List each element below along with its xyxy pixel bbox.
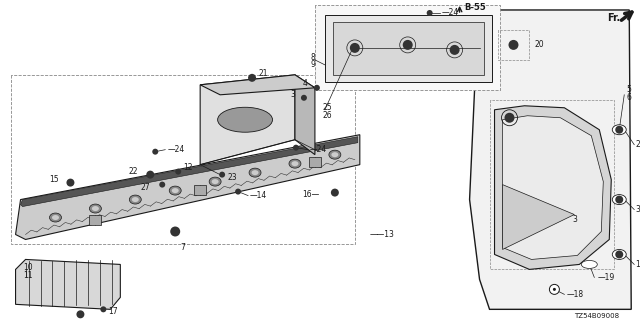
Circle shape	[549, 284, 559, 294]
Circle shape	[427, 10, 433, 16]
Polygon shape	[15, 135, 360, 239]
Circle shape	[509, 40, 518, 50]
Circle shape	[235, 188, 241, 195]
Text: 15: 15	[49, 175, 58, 184]
Text: 3: 3	[636, 205, 640, 214]
Ellipse shape	[329, 150, 341, 159]
Circle shape	[76, 310, 84, 318]
Circle shape	[331, 188, 339, 196]
Circle shape	[159, 182, 165, 188]
Text: —24: —24	[167, 145, 184, 154]
Circle shape	[450, 45, 460, 55]
Text: 9: 9	[310, 60, 315, 69]
Polygon shape	[333, 22, 484, 75]
Text: 21: 21	[258, 69, 268, 78]
Text: TZ54B09008: TZ54B09008	[574, 313, 620, 319]
Circle shape	[301, 95, 307, 101]
Circle shape	[152, 149, 158, 155]
Circle shape	[175, 169, 181, 175]
Circle shape	[100, 306, 106, 312]
Polygon shape	[15, 260, 120, 309]
Ellipse shape	[129, 195, 141, 204]
Text: 2: 2	[636, 140, 640, 149]
Text: 10: 10	[24, 263, 33, 272]
Text: 4: 4	[303, 79, 308, 88]
Text: 5: 5	[627, 85, 631, 94]
Circle shape	[293, 145, 299, 151]
Circle shape	[219, 172, 225, 178]
Circle shape	[170, 227, 180, 236]
Ellipse shape	[90, 204, 101, 213]
Ellipse shape	[132, 197, 139, 202]
Ellipse shape	[612, 195, 627, 204]
Text: B-55: B-55	[465, 4, 486, 12]
Circle shape	[504, 113, 515, 123]
Circle shape	[615, 251, 623, 259]
Text: 11: 11	[24, 271, 33, 280]
Text: Fr.: Fr.	[607, 13, 621, 23]
Polygon shape	[315, 5, 499, 90]
Text: —19: —19	[597, 273, 614, 282]
Ellipse shape	[332, 152, 339, 157]
Text: 23: 23	[227, 173, 237, 182]
Polygon shape	[295, 75, 315, 155]
Text: 26: 26	[323, 111, 333, 120]
Circle shape	[615, 126, 623, 134]
Ellipse shape	[172, 188, 179, 193]
Ellipse shape	[581, 260, 597, 268]
Text: 16—: 16—	[303, 190, 320, 199]
Ellipse shape	[291, 161, 298, 166]
Text: 3: 3	[290, 90, 295, 99]
Ellipse shape	[212, 179, 219, 184]
Circle shape	[350, 43, 360, 53]
Ellipse shape	[289, 159, 301, 168]
Ellipse shape	[612, 125, 627, 135]
Text: 1: 1	[636, 260, 640, 269]
Text: 27: 27	[141, 183, 150, 192]
Polygon shape	[200, 75, 315, 95]
Polygon shape	[470, 10, 631, 309]
Text: 22: 22	[129, 167, 138, 176]
FancyBboxPatch shape	[309, 157, 321, 167]
Circle shape	[67, 179, 74, 187]
Polygon shape	[20, 137, 358, 206]
Circle shape	[553, 288, 556, 291]
Circle shape	[248, 74, 256, 82]
Circle shape	[314, 85, 320, 91]
Ellipse shape	[612, 250, 627, 260]
Text: 3: 3	[572, 215, 577, 224]
FancyBboxPatch shape	[194, 185, 206, 195]
Ellipse shape	[92, 206, 99, 211]
Text: —24: —24	[310, 145, 327, 154]
Text: 25: 25	[323, 103, 333, 112]
Circle shape	[147, 171, 154, 179]
Ellipse shape	[209, 177, 221, 186]
Ellipse shape	[249, 168, 261, 177]
Text: ——13: ——13	[370, 230, 395, 239]
Text: 17: 17	[108, 307, 118, 316]
Text: 12: 12	[183, 163, 193, 172]
Ellipse shape	[252, 170, 259, 175]
Polygon shape	[325, 15, 492, 82]
Text: 20: 20	[534, 40, 544, 49]
Ellipse shape	[52, 215, 59, 220]
Text: —24: —24	[442, 8, 459, 18]
Polygon shape	[495, 106, 611, 269]
Ellipse shape	[49, 213, 61, 222]
Polygon shape	[502, 185, 574, 250]
Polygon shape	[200, 75, 295, 165]
Text: —14: —14	[250, 191, 268, 200]
Ellipse shape	[218, 107, 273, 132]
Ellipse shape	[169, 186, 181, 195]
Text: 7: 7	[180, 243, 185, 252]
Circle shape	[615, 196, 623, 204]
Text: 6: 6	[627, 93, 631, 102]
FancyBboxPatch shape	[90, 214, 101, 225]
Polygon shape	[502, 116, 604, 260]
Text: 8: 8	[310, 53, 315, 62]
Circle shape	[403, 40, 413, 50]
Text: —18: —18	[566, 290, 584, 299]
